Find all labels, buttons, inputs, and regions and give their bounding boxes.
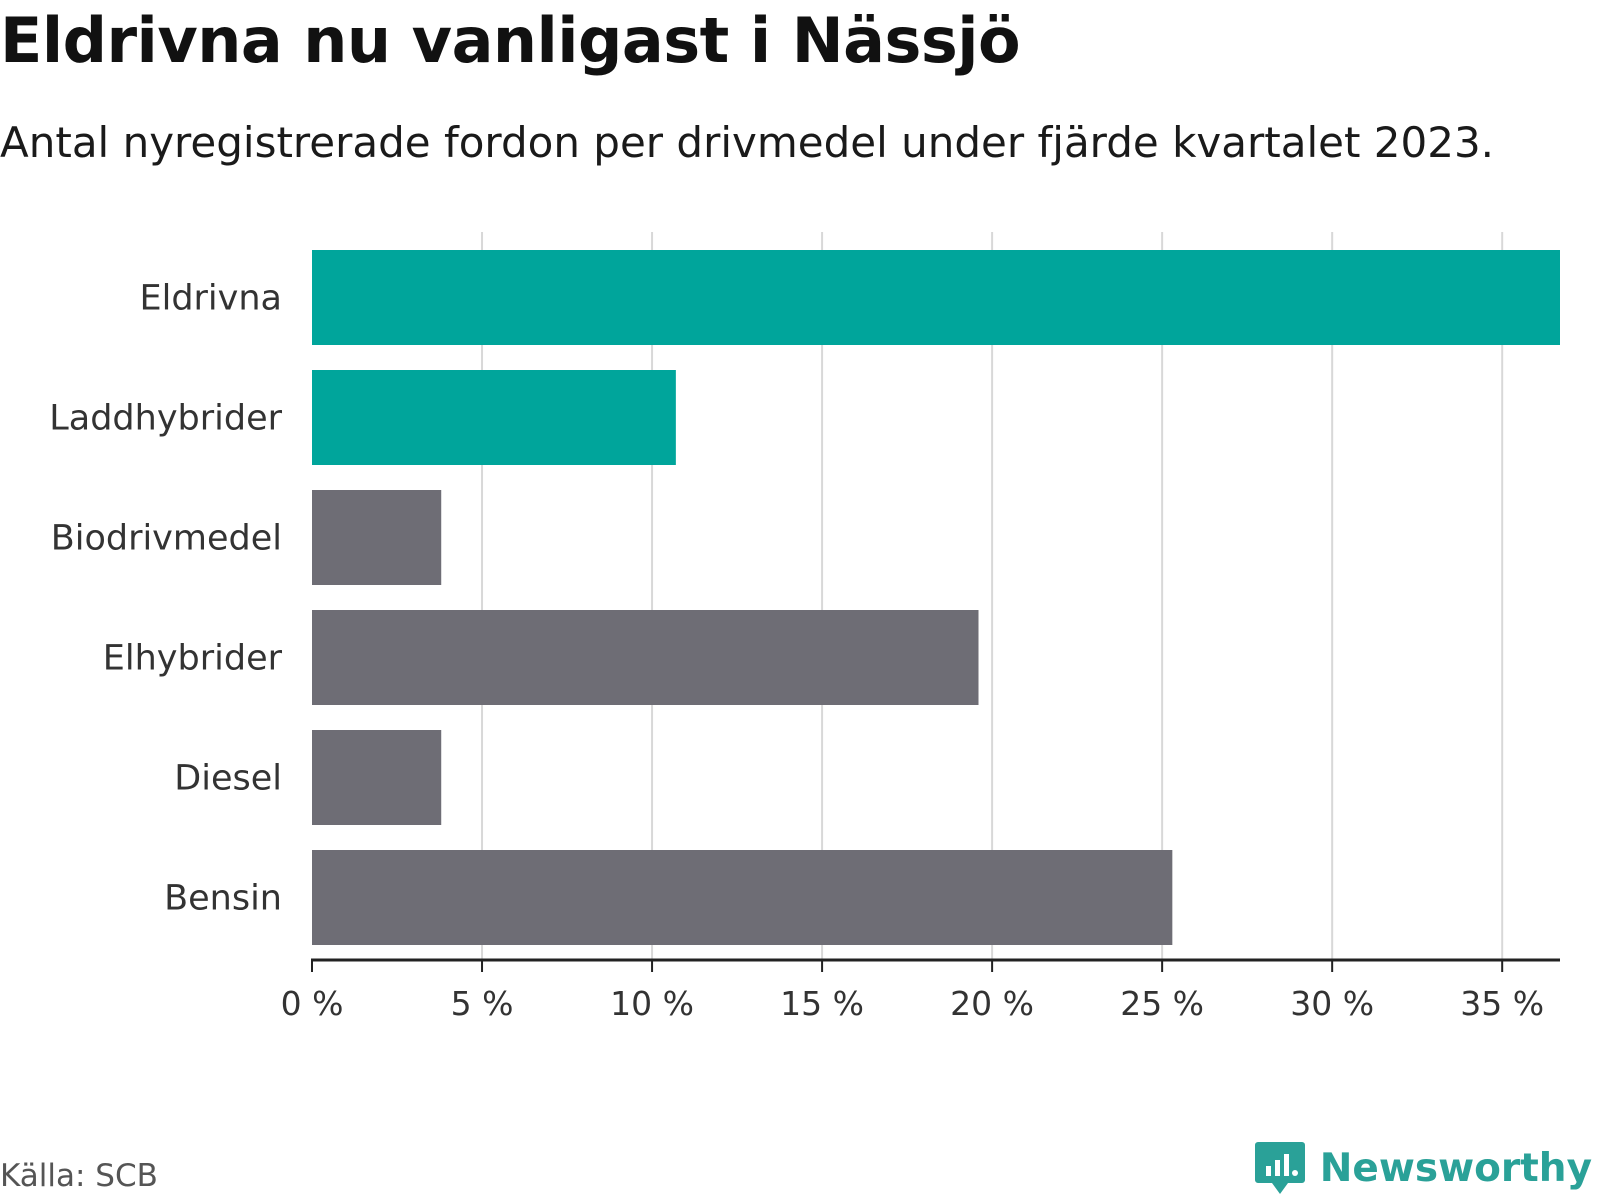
category-label-biodrivmedel: Biodrivmedel — [51, 519, 282, 559]
category-label-diesel: Diesel — [174, 759, 282, 799]
bar-laddhybrider — [312, 370, 676, 465]
bar-diesel — [312, 730, 442, 825]
brand-logo: Newsworthy — [1254, 1140, 1592, 1196]
x-tick-label-2: 10 % — [610, 984, 694, 1023]
bar-elhybrider — [312, 610, 979, 705]
bar-eldrivna — [312, 250, 1560, 345]
category-label-elhybrider: Elhybrider — [103, 639, 283, 679]
chart-bubble-icon — [1254, 1142, 1305, 1194]
x-tick-label-7: 35 % — [1460, 984, 1544, 1023]
x-tick-label-5: 25 % — [1120, 984, 1204, 1023]
brand-name: Newsworthy — [1319, 1145, 1592, 1191]
x-tick-label-4: 20 % — [950, 984, 1034, 1023]
category-label-eldrivna: Eldrivna — [139, 279, 282, 319]
x-tick-label-0: 0 % — [281, 984, 344, 1023]
category-label-laddhybrider: Laddhybrider — [49, 399, 282, 439]
x-tick-label-3: 15 % — [780, 984, 864, 1023]
chart-subtitle: Antal nyregistrerade fordon per drivmede… — [0, 118, 1495, 167]
x-tick-label-6: 30 % — [1290, 984, 1374, 1023]
category-label-bensin: Bensin — [164, 879, 282, 919]
bar-biodrivmedel — [312, 490, 442, 585]
bar-chart: Eldrivna Laddhybrider Biodrivmedel Elhybrid… — [49, 232, 1560, 1023]
source-note: Källa: SCB — [0, 1158, 158, 1194]
bar-bensin — [312, 850, 1173, 945]
chart-title: Eldrivna nu vanligast i Nässjö — [0, 4, 1021, 77]
x-tick-label-1: 5 % — [451, 984, 514, 1023]
